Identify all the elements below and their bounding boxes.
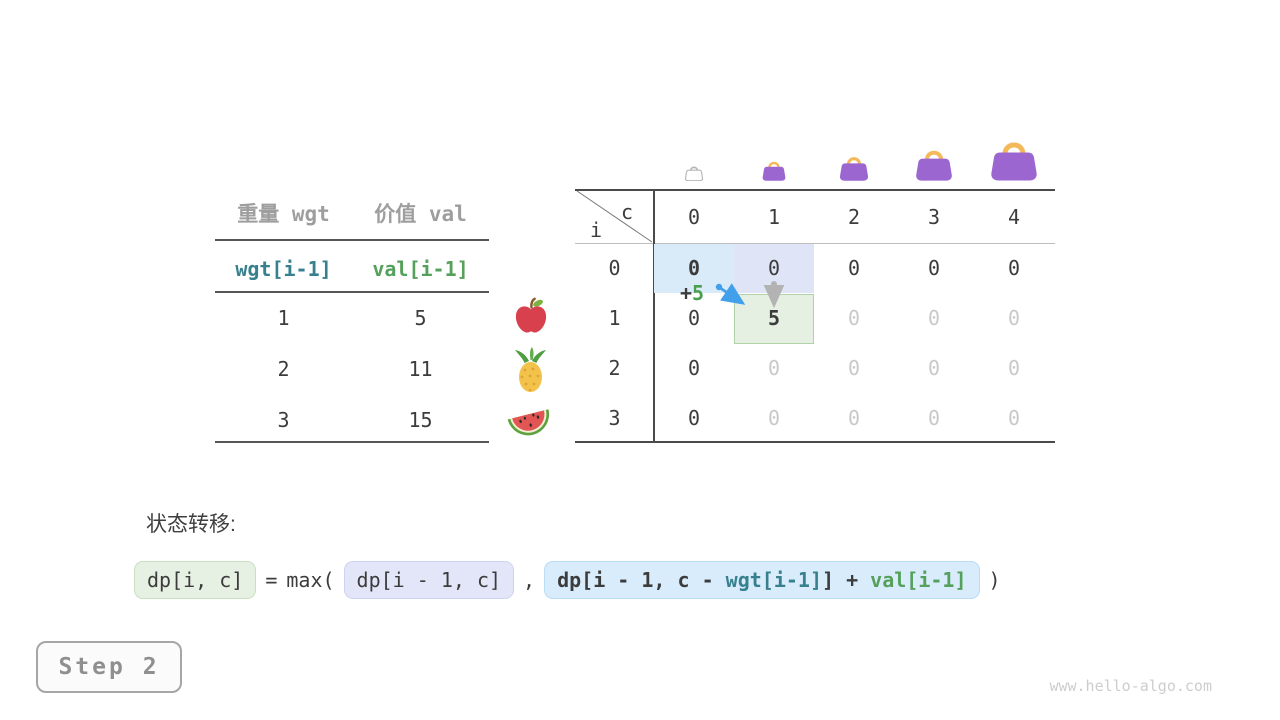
dp-col-header-4: 4 [1007,205,1021,229]
step-badge: Step 2 [36,641,182,693]
formula-option1-pill: dp[i - 1, c] [343,561,515,599]
dp-cell-2-2: 0 [847,356,861,380]
formula-max-open: max( [286,568,335,592]
dp-cell-0-0: 0 [687,256,701,280]
apple-icon [514,297,548,335]
value-header: 价值 val [374,202,467,226]
dp-cell-3-4: 0 [1007,406,1021,430]
item-1-val: 5 [414,306,427,330]
item-2-val: 11 [408,357,433,381]
dp-col-header-2: 2 [847,205,861,229]
corner-row-var: i [590,218,603,242]
dp-row-header-3: 3 [608,406,621,430]
dp-cell-0-3: 0 [927,256,941,280]
bag-capacity-3-icon [915,148,953,181]
items-table-rule-bottom [215,441,489,443]
dp-row-header-0: 0 [608,256,621,280]
dp-cell-1-0: 0 [687,306,701,330]
dp-table-vline [653,189,655,443]
state-transition-formula: dp[i, c] = max( dp[i - 1, c] , dp[i - 1,… [134,561,1001,599]
dp-cell-3-3: 0 [927,406,941,430]
dp-cell-1-1: 5 [767,306,781,330]
dp-cell-0-1: 0 [767,256,781,280]
items-table-rule-top [215,239,489,241]
items-table-index-row: wgt[i-1] val[i-1] [215,257,489,281]
dp-table-rule-header [575,243,1055,244]
items-table-rule-mid [215,291,489,293]
dp-col-header-0: 0 [687,205,701,229]
dp-cell-2-4: 0 [1007,356,1021,380]
formula-lhs-pill: dp[i, c] [134,561,257,599]
bag-capacity-4-icon [990,139,1038,181]
plus-value-annotation: +5 [680,281,705,305]
item-2-wgt: 2 [277,357,290,381]
items-row-3: 3 15 [215,408,489,432]
dp-table-rule-top [575,189,1055,191]
bag-capacity-0-icon [685,165,703,181]
items-table-header: 重量 wgt 价值 val [215,198,489,228]
item-3-val: 15 [408,408,433,432]
dp-cell-1-4: 0 [1007,306,1021,330]
dp-col-header-1: 1 [767,205,781,229]
dp-cell-1-2: 0 [847,306,861,330]
dp-cell-3-1: 0 [767,406,781,430]
item-3-wgt: 3 [277,408,290,432]
dp-cell-0-2: 0 [847,256,861,280]
bag-capacity-2-icon [839,155,869,181]
dp-cell-0-4: 0 [1007,256,1021,280]
state-transition-label: 状态转移: [146,513,236,536]
formula-equals: = [265,568,278,592]
dp-table-rule-bottom [575,441,1055,443]
formula-wgt-token: wgt[i-1] [725,568,822,592]
val-index-label: val[i-1] [372,257,469,281]
formula-close-paren: ) [988,568,1001,592]
dp-row-header-1: 1 [608,306,621,330]
watermelon-icon [507,402,553,438]
formula-val-token: val[i-1] [870,568,967,592]
item-1-wgt: 1 [277,306,290,330]
wgt-index-label: wgt[i-1] [235,257,332,281]
dp-cell-3-2: 0 [847,406,861,430]
dp-cell-2-0: 0 [687,356,701,380]
weight-header: 重量 wgt [237,202,330,226]
bag-capacity-1-icon [762,160,786,181]
pineapple-icon [513,347,549,393]
items-row-2: 2 11 [215,357,489,381]
dp-col-header-3: 3 [927,205,941,229]
site-watermark: www.hello-algo.com [1049,677,1212,695]
dp-cell-2-1: 0 [767,356,781,380]
corner-diagonal [576,190,653,243]
formula-option2-pill: dp[i - 1, c - wgt[i-1]] + val[i-1] [544,561,980,599]
corner-col-var: c [621,200,634,224]
dp-row-header-2: 2 [608,356,621,380]
dp-cell-2-3: 0 [927,356,941,380]
formula-comma: , [523,568,536,592]
dp-cell-3-0: 0 [687,406,701,430]
dp-cell-1-3: 0 [927,306,941,330]
